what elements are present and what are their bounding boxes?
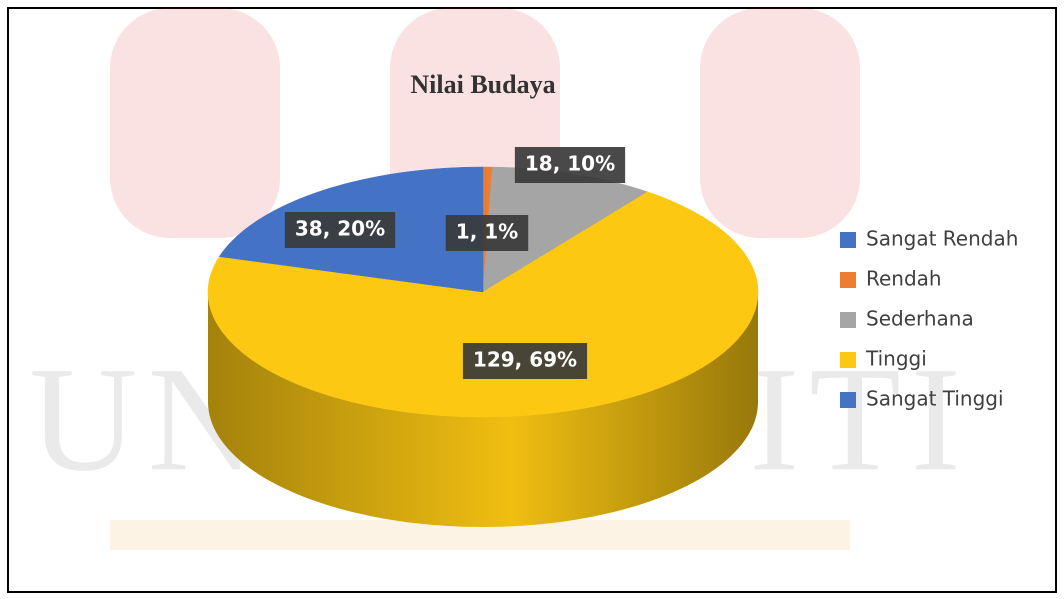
data-label-box (514, 147, 626, 183)
slice (207, 191, 759, 418)
legend-swatch (840, 352, 856, 368)
data-label: 1, 1% (456, 220, 518, 244)
legend: Sangat Rendah Rendah Sederhana Tinggi Sangat… (840, 227, 1018, 411)
legend-swatch (840, 312, 856, 328)
legend-label: Tinggi (865, 347, 927, 371)
legend-label: Rendah (866, 267, 942, 291)
legend-label: Sangat Rendah (866, 227, 1018, 251)
data-label: 38, 20% (295, 217, 385, 241)
pie (207, 166, 759, 527)
legend-label: Sederhana (866, 307, 974, 331)
data-label-box (445, 215, 529, 251)
data-label-box (284, 212, 396, 248)
legend-swatch (840, 272, 856, 288)
data-label: 129, 69% (473, 348, 577, 372)
data-label-box (462, 343, 588, 379)
slice-side-shade (208, 292, 758, 527)
watermark-shapes (110, 8, 860, 550)
legend-label: Sangat Tinggi (866, 387, 1004, 411)
data-labels: 1, 1% 18, 10% 129, 69% 38, 20% (284, 147, 626, 379)
chart-title: Nilai Budaya (410, 70, 555, 99)
data-label: 18, 10% (525, 152, 615, 176)
legend-swatch (840, 232, 856, 248)
legend-swatch (840, 392, 856, 408)
